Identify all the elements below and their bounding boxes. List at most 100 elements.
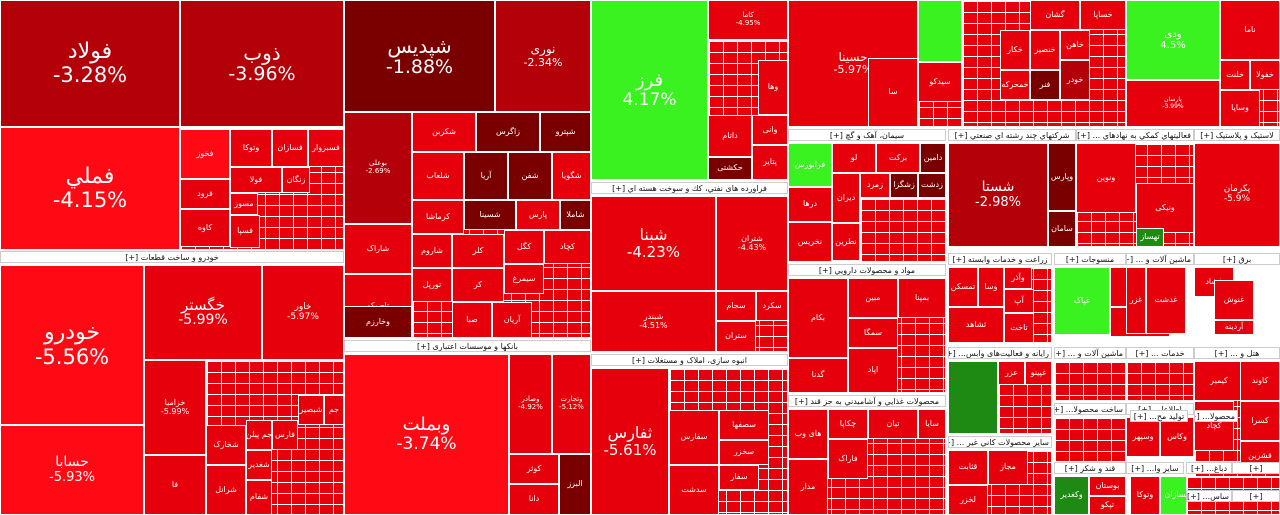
stock-tile-small[interactable]: حكشتی: [708, 157, 752, 180]
small-stocks-cluster[interactable]: [860, 198, 946, 262]
stock-tile-small[interactable]: شفام: [246, 480, 272, 515]
stock-tile-large[interactable]: خودرو -5.56%: [0, 265, 144, 425]
stock-tile-small[interactable]: سا: [868, 58, 918, 127]
stock-tile-small[interactable]: سایا: [918, 409, 946, 439]
stock-tile-small[interactable]: سیمرغ: [504, 264, 544, 294]
stock-tile-small[interactable]: جم پيلن: [246, 420, 272, 450]
stock-tile-large[interactable]: پكرمان -5.9%: [1194, 143, 1280, 247]
stock-tile-small[interactable]: عزر: [998, 361, 1025, 385]
stock-tile-small[interactable]: كاوه: [180, 209, 230, 247]
stock-tile-small[interactable]: تمسكن: [948, 267, 978, 307]
stock-tile-small[interactable]: فسازان: [272, 129, 308, 167]
stock-tile-small[interactable]: بمپنا: [898, 278, 946, 318]
stock-tile-small[interactable]: قثابت: [948, 450, 988, 485]
stock-tile-small[interactable]: غپینو: [1025, 361, 1052, 385]
stock-tile-small[interactable]: فاراک: [828, 439, 868, 479]
stock-tile-small[interactable]: آردينه: [1214, 320, 1254, 335]
stock-tile-small[interactable]: شسینا: [464, 200, 516, 230]
stock-tile-small[interactable]: ثشاهد: [948, 307, 1004, 343]
stock-tile-small[interactable]: خنصير: [1030, 30, 1060, 70]
stock-tile-large[interactable]: شبندر -4.51%: [591, 291, 716, 352]
sector-header-nonmetal[interactable]: سایر محصولات كاني غير ... [+]: [948, 436, 1052, 448]
sector-header-misc4[interactable]: [+]: [1232, 490, 1280, 502]
sector-header-pharma[interactable]: مواد و محصولات دارويي [+]: [788, 264, 946, 276]
stock-tile-small[interactable]: گشان: [1030, 0, 1080, 30]
stock-tile-small[interactable]: غپاک: [1054, 267, 1110, 335]
stock-tile-small[interactable]: وخارزم: [344, 306, 412, 338]
stock-tile-large[interactable]: وبملت -3.74%: [344, 354, 509, 515]
sector-header-banks[interactable]: بانکها و موسسات اعتباری [+]: [344, 340, 591, 352]
stock-tile-small[interactable]: پارس: [516, 200, 560, 230]
stock-tile-large[interactable]: وتجارت -5.12%: [552, 354, 591, 454]
stock-tile-small[interactable]: اپاد: [848, 348, 898, 393]
sector-header-petroleum[interactable]: فراورده های نفتي، كك و سوخت هسته اي [+]: [591, 182, 788, 194]
stock-tile-large[interactable]: كاما -4.95%: [708, 0, 788, 40]
stock-tile-small[interactable]: سيدكو: [918, 62, 962, 102]
stock-tile-small[interactable]: كاوند: [1240, 361, 1280, 401]
stock-tile-small[interactable]: سامان: [1048, 211, 1076, 247]
stock-tile-large[interactable]: شستا -2.98%: [948, 143, 1048, 247]
stock-tile-small[interactable]: نطرین: [832, 223, 860, 261]
stock-tile-small[interactable]: سمگا: [848, 318, 898, 348]
stock-tile-small[interactable]: تپکو: [1089, 496, 1126, 515]
sector-header-production[interactable]: تولید مح... [+]: [1130, 410, 1188, 422]
stock-tile-small[interactable]: خودر: [1060, 60, 1090, 100]
stock-tile-small[interactable]: گدنا: [788, 358, 848, 393]
sector-header-financial[interactable]: فعاليتهاي كمكي به نهادهاي ... [+]: [1076, 129, 1194, 141]
sector-header-misc3[interactable]: ساس... [+]: [1186, 490, 1232, 502]
stock-tile-small[interactable]: ونوين: [1076, 143, 1136, 213]
stock-tile-small[interactable]: زمرد: [860, 173, 890, 198]
stock-tile-small[interactable]: فارس: [272, 420, 298, 450]
stock-tile-small[interactable]: شگويا: [552, 152, 591, 200]
stock-tile-small[interactable]: نخریس: [788, 222, 832, 262]
stock-tile-large[interactable]: شپديس -1.88%: [344, 0, 495, 112]
stock-tile-small[interactable]: خساپا: [1080, 0, 1126, 30]
stock-tile-small[interactable]: كرماشا: [412, 200, 464, 234]
stock-tile-small[interactable]: ونیکی: [1136, 183, 1194, 233]
stock-tile-small[interactable]: جم: [324, 395, 344, 425]
stock-tile-small[interactable]: سدشت: [669, 465, 719, 515]
stock-tile-small[interactable]: خمحركه: [1000, 70, 1030, 100]
stock-tile-small[interactable]: غدشت: [1146, 267, 1186, 334]
stock-tile-small[interactable]: شاروم: [412, 234, 452, 268]
stock-tile-small[interactable]: شپترو: [540, 112, 591, 152]
stock-tile-large[interactable]: فرز 4.17%: [591, 0, 708, 180]
stock-tile-large[interactable]: خاور -5.97%: [262, 265, 344, 360]
stock-tile-small[interactable]: سفارس: [669, 410, 719, 465]
stock-tile-small[interactable]: سكرد: [756, 291, 788, 321]
sector-header-sugar[interactable]: قند و شکر [+]: [1054, 462, 1126, 474]
sector-header-real-estate[interactable]: انبوه سازی، املاک و مستغلات [+]: [591, 354, 788, 366]
stock-tile-large[interactable]: پارسان -3.99%: [1126, 80, 1220, 127]
sector-header-food[interactable]: محصولات غذايي و آشاميدني به جز قند [+]: [788, 395, 946, 407]
stock-tile-small[interactable]: وساپا: [1220, 90, 1260, 127]
stock-tile-large[interactable]: فملي -4.15%: [0, 127, 180, 250]
stock-tile-small[interactable]: شرانل: [206, 465, 246, 515]
stock-tile-small[interactable]: فا: [144, 455, 206, 515]
stock-tile-small[interactable]: كگل: [504, 230, 544, 264]
stock-tile-small[interactable]: فسپا: [230, 215, 260, 248]
stock-tile-small[interactable]: غزر: [1126, 267, 1146, 334]
stock-tile-small[interactable]: [918, 0, 962, 62]
sector-header-other[interactable]: سایر وا... [+]: [1126, 462, 1184, 474]
stock-tile-small[interactable]: تیان: [868, 409, 918, 439]
stock-tile-small[interactable]: کیمیر: [1194, 361, 1244, 401]
stock-tile-large[interactable]: شبنا -4.23%: [591, 196, 716, 291]
stock-tile-small[interactable]: های وب: [788, 409, 828, 459]
stock-tile-small[interactable]: کسرا: [1240, 401, 1280, 441]
stock-tile-small[interactable]: برکت: [876, 143, 920, 173]
stock-tile-large[interactable]: ثفارس -5.61%: [591, 368, 669, 515]
stock-tile-large[interactable]: ذوب -3.96%: [180, 0, 344, 127]
stock-tile-small[interactable]: سصفها: [719, 410, 769, 440]
stock-tile-small[interactable]: صبا: [452, 302, 492, 338]
sector-header-textile[interactable]: منسوجات [+]: [1054, 253, 1126, 265]
stock-tile-large[interactable]: بوعلی -2.69%: [344, 112, 412, 224]
stock-tile-large[interactable]: وصادر -4.92%: [509, 354, 552, 454]
stock-tile-small[interactable]: مدار: [788, 459, 828, 515]
stock-tile-small[interactable]: زنگان: [282, 167, 310, 193]
stock-tile-small[interactable]: كچاد: [544, 230, 591, 264]
sector-header-machinery2[interactable]: ماشین آلات و ... [+]: [1054, 347, 1126, 359]
stock-tile-small[interactable]: شلعاب: [412, 152, 464, 200]
stock-tile-small[interactable]: بکام: [788, 278, 848, 358]
small-stocks-cluster[interactable]: [1054, 417, 1126, 462]
stock-tile-small[interactable]: فولا: [230, 167, 282, 193]
